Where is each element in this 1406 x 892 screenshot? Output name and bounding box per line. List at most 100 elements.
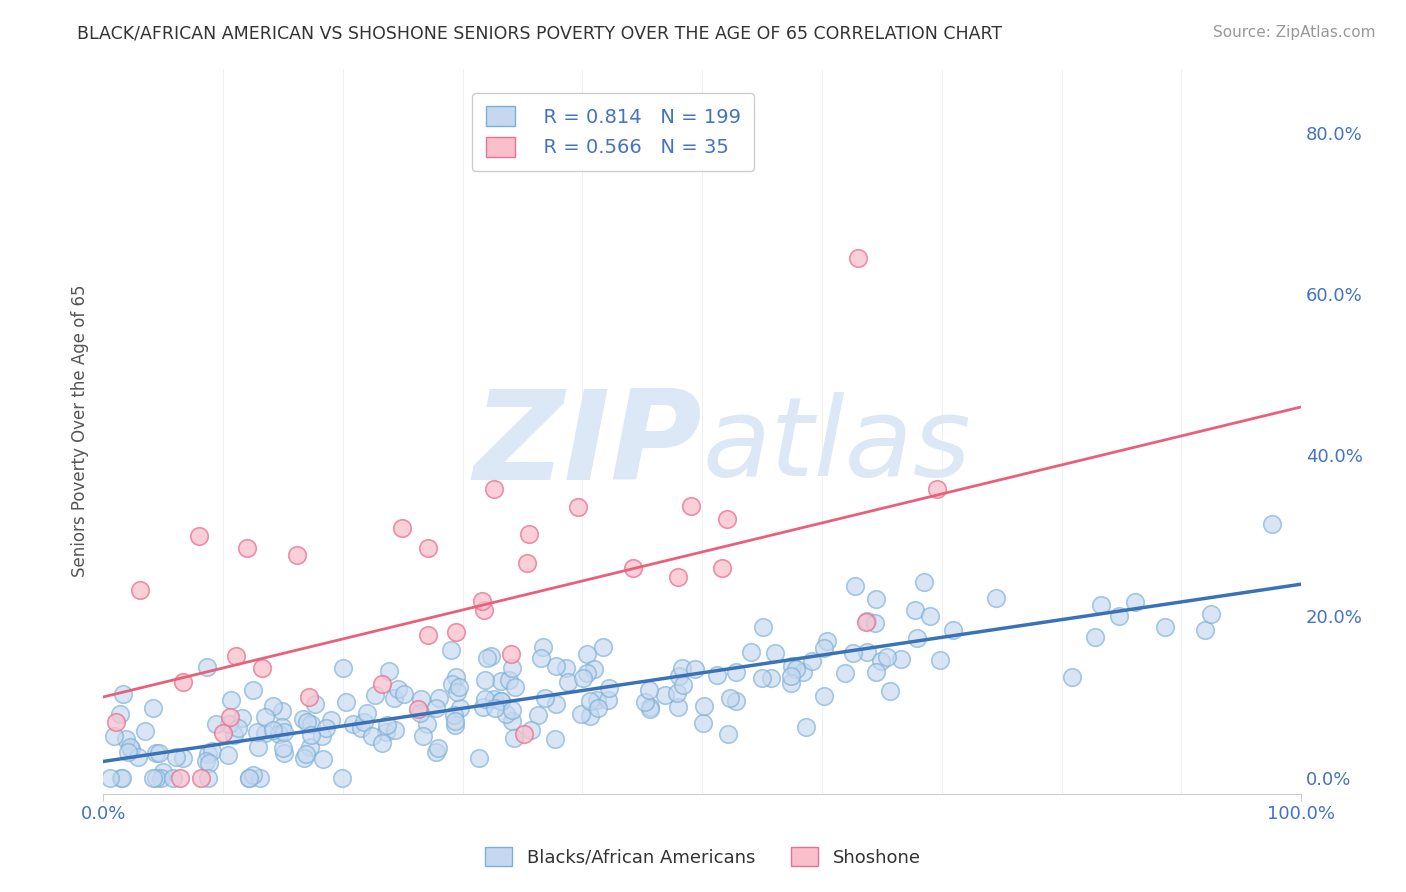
Point [576, 666, 599, 681]
Point [449, 701, 471, 715]
Point [295, 747, 318, 761]
Point [444, 714, 467, 728]
Point [865, 592, 887, 607]
Point [482, 483, 505, 497]
Point [253, 710, 276, 724]
Point [330, 771, 353, 785]
Point [841, 646, 863, 660]
Point [142, 771, 165, 785]
Point [406, 702, 429, 716]
Point [1261, 517, 1284, 532]
Point [409, 692, 432, 706]
Point [238, 771, 260, 785]
Point [98, 771, 121, 785]
Point [503, 731, 526, 746]
Point [912, 574, 935, 589]
Point [879, 684, 901, 698]
Point [718, 691, 741, 706]
Point [134, 724, 156, 739]
Point [299, 739, 322, 754]
Point [409, 706, 432, 721]
Text: Source: ZipAtlas.com: Source: ZipAtlas.com [1212, 25, 1375, 40]
Point [291, 712, 314, 726]
Point [149, 771, 172, 785]
Legend: Blacks/African Americans, Shoshone: Blacks/African Americans, Shoshone [478, 840, 928, 874]
Point [598, 681, 620, 696]
Point [250, 661, 273, 675]
Point [501, 647, 523, 661]
Point [315, 721, 337, 735]
Point [489, 694, 512, 708]
Point [489, 674, 512, 689]
Point [813, 640, 835, 655]
Point [671, 678, 693, 692]
Point [666, 570, 689, 584]
Point [425, 745, 447, 759]
Point [225, 649, 247, 664]
Point [444, 670, 467, 684]
Point [219, 709, 242, 723]
Point [110, 771, 132, 785]
Point [903, 603, 925, 617]
Point [165, 749, 187, 764]
Point [517, 527, 540, 541]
Point [356, 706, 378, 720]
Point [526, 708, 548, 723]
Point [844, 579, 866, 593]
Point [236, 541, 259, 555]
Point [668, 669, 690, 683]
Point [224, 728, 246, 742]
Point [834, 665, 856, 680]
Point [446, 685, 468, 699]
Point [716, 512, 738, 526]
Point [190, 771, 212, 785]
Point [273, 741, 295, 756]
Point [780, 669, 803, 683]
Point [792, 665, 814, 680]
Point [242, 767, 264, 781]
Point [706, 667, 728, 681]
Legend:   R = 0.814   N = 199,   R = 0.566   N = 35: R = 0.814 N = 199, R = 0.566 N = 35 [472, 93, 754, 170]
Point [759, 671, 782, 685]
Point [1194, 624, 1216, 638]
Point [441, 676, 464, 690]
Point [120, 742, 142, 756]
Point [654, 688, 676, 702]
Point [475, 651, 498, 665]
Point [693, 699, 716, 714]
Point [501, 714, 523, 728]
Point [1083, 630, 1105, 644]
Point [301, 716, 323, 731]
Point [249, 771, 271, 785]
Point [217, 747, 239, 762]
Point [918, 609, 941, 624]
Point [763, 647, 786, 661]
Point [429, 691, 451, 706]
Point [942, 623, 965, 637]
Point [375, 717, 398, 731]
Point [219, 693, 242, 707]
Point [717, 727, 740, 741]
Point [391, 521, 413, 535]
Point [142, 701, 165, 715]
Point [211, 726, 233, 740]
Point [1108, 609, 1130, 624]
Point [870, 655, 893, 669]
Point [634, 695, 657, 709]
Point [740, 645, 762, 659]
Point [1090, 598, 1112, 612]
Point [484, 700, 506, 714]
Point [725, 665, 748, 679]
Point [127, 750, 149, 764]
Point [172, 675, 194, 690]
Point [172, 750, 194, 764]
Point [567, 500, 589, 515]
Point [152, 765, 174, 780]
Point [501, 661, 523, 675]
Point [671, 661, 693, 675]
Point [928, 653, 950, 667]
Point [481, 648, 503, 663]
Point [426, 740, 449, 755]
Point [984, 591, 1007, 605]
Point [512, 727, 534, 741]
